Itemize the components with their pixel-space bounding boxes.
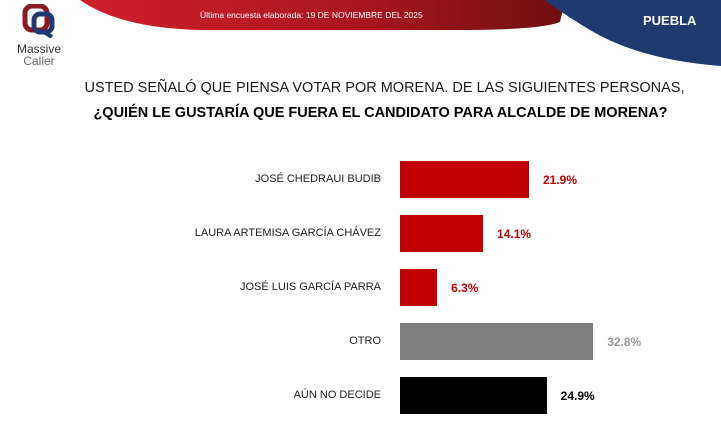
logo-text-massive: Massive (16, 42, 61, 56)
red-banner-shape (80, 0, 565, 30)
bar (400, 377, 547, 414)
value-label: 14.1% (497, 227, 532, 241)
category-label: LAURA ARTEMISA GARCÍA CHÁVEZ (194, 227, 381, 239)
bar (400, 161, 529, 198)
category-label: AÚN NO DECIDE (293, 389, 381, 401)
logo-text-caller: Caller (23, 54, 55, 68)
bar (400, 323, 594, 360)
bar (400, 269, 438, 306)
question-line-1: USTED SEÑALÓ QUE PIENSA VOTAR POR MORENA… (84, 80, 685, 96)
survey-date: Última encuesta elaborada: 19 DE NOVIEMB… (200, 10, 423, 20)
value-label: 32.8% (607, 335, 642, 349)
category-label: OTRO (349, 335, 381, 347)
massive-caller-logo: Massive Caller (14, 3, 64, 68)
value-label: 21.9% (542, 173, 578, 187)
category-label: JOSÉ LUIS GARCÍA PARRA (239, 281, 381, 293)
bar (400, 215, 484, 252)
question-line-2: ¿QUIÉN LE GUSTARÍA QUE FUERA EL CANDIDAT… (93, 105, 668, 121)
header-banner (80, 0, 721, 66)
state-label: PUEBLA (643, 13, 697, 28)
blue-banner-shape (545, 0, 721, 66)
category-label: JOSÉ CHEDRAUI BUDIB (255, 173, 381, 185)
value-label: 6.3% (451, 281, 479, 295)
value-label: 24.9% (560, 389, 595, 403)
logo-mark-icon (22, 3, 55, 39)
